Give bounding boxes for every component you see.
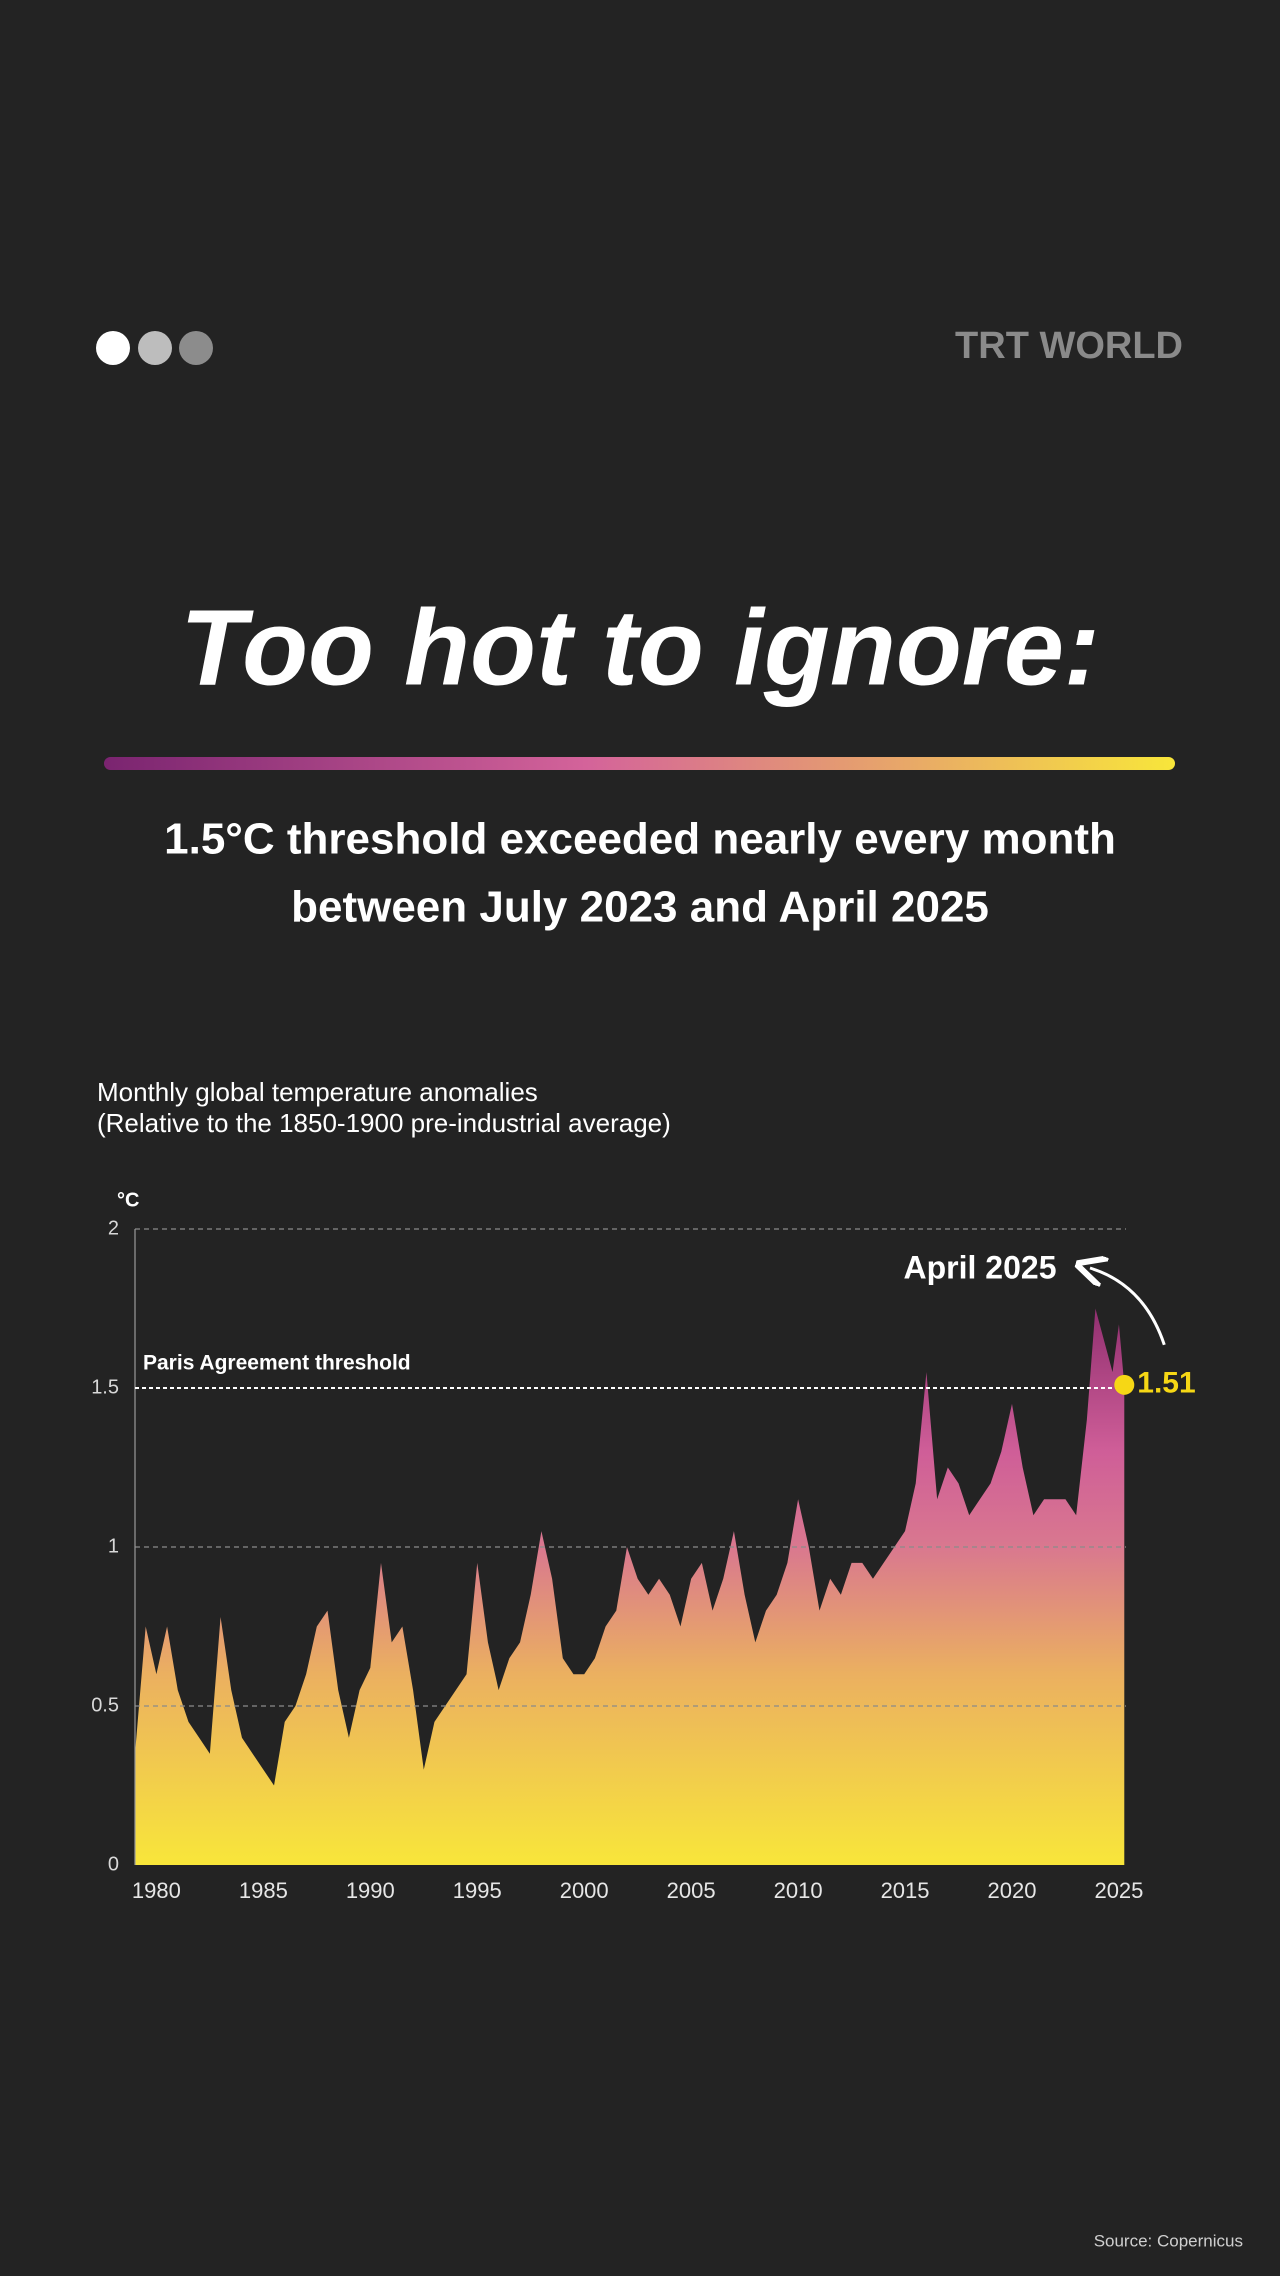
highlight-arrow bbox=[1090, 1268, 1166, 1346]
subtitle: 1.5°C threshold exceeded nearly every mo… bbox=[164, 815, 1116, 864]
source: Source: Copernicus bbox=[1094, 2231, 1243, 2250]
title: Too hot to ignore: bbox=[180, 587, 1100, 708]
y-tick-label: 2 bbox=[108, 1217, 119, 1239]
highlight-label: April 2025 bbox=[904, 1249, 1057, 1285]
y-tick-label: 0.5 bbox=[91, 1694, 119, 1716]
x-tick-label: 1995 bbox=[453, 1878, 502, 1903]
chart-description: (Relative to the 1850-1900 pre-industria… bbox=[97, 1108, 671, 1138]
x-tick-label: 2015 bbox=[881, 1878, 930, 1903]
highlight-value: 1.51 bbox=[1137, 1367, 1195, 1400]
logo: TRT WORLD bbox=[955, 325, 1183, 367]
chart-description: Monthly global temperature anomalies bbox=[97, 1077, 538, 1107]
dot bbox=[138, 331, 172, 365]
dot bbox=[96, 331, 130, 365]
highlight-dot bbox=[1114, 1374, 1135, 1395]
x-tick-label: 1980 bbox=[132, 1878, 181, 1903]
x-tick-label: 2010 bbox=[774, 1878, 823, 1903]
x-tick-label: 2000 bbox=[560, 1878, 609, 1903]
x-tick-label: 2025 bbox=[1094, 1878, 1143, 1903]
y-axis-unit: °C bbox=[117, 1189, 139, 1211]
subtitle: between July 2023 and April 2025 bbox=[291, 883, 989, 932]
threshold-label: Paris Agreement threshold bbox=[143, 1352, 411, 1375]
x-tick-label: 1985 bbox=[239, 1878, 288, 1903]
y-tick-label: 0 bbox=[108, 1853, 119, 1875]
x-tick-label: 2020 bbox=[988, 1878, 1037, 1903]
temperature-area bbox=[135, 1308, 1125, 1865]
y-tick-label: 1 bbox=[108, 1535, 119, 1557]
x-tick-label: 1990 bbox=[346, 1878, 395, 1903]
dot bbox=[179, 331, 213, 365]
title-rule bbox=[104, 757, 1175, 770]
y-tick-label: 1.5 bbox=[91, 1376, 119, 1398]
x-tick-label: 2005 bbox=[667, 1878, 716, 1903]
